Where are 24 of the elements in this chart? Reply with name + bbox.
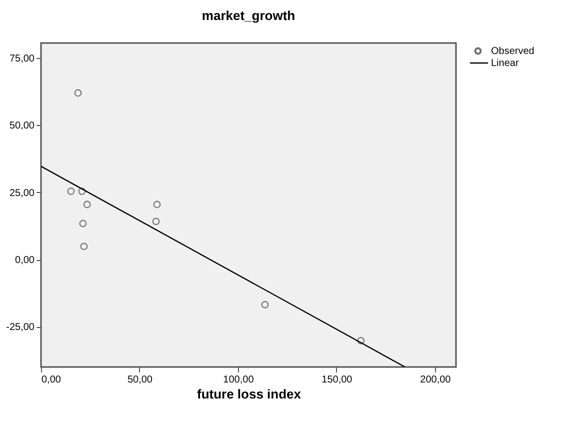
point [67, 188, 75, 195]
y-tick-label: -25,00 [6, 322, 35, 334]
point [153, 200, 161, 208]
point [74, 89, 82, 97]
x-axis-title: future loss index [196, 386, 302, 402]
x-tick-label: 150,00 [322, 374, 353, 386]
point [80, 242, 88, 250]
point [152, 218, 160, 226]
y-tick-label: 25,00 [9, 188, 35, 199]
chart-title: market_growth [202, 8, 296, 23]
x-tick-label: 0,00 [42, 374, 62, 386]
point [78, 188, 86, 195]
x-tick-label: 50,00 [127, 374, 153, 386]
y-tick-label: 75,00 [9, 54, 35, 65]
legend-label: Observed [491, 46, 534, 57]
y-tick-label: 50,00 [9, 120, 35, 132]
x-tick-label: 100,00 [223, 374, 254, 386]
point [79, 220, 87, 228]
x-tick-label: 200,00 [420, 374, 452, 386]
point [83, 200, 91, 208]
point [261, 301, 269, 308]
y-tick-label: 0,00 [15, 255, 35, 266]
legend-label: Linear [491, 58, 520, 69]
point [357, 337, 365, 344]
